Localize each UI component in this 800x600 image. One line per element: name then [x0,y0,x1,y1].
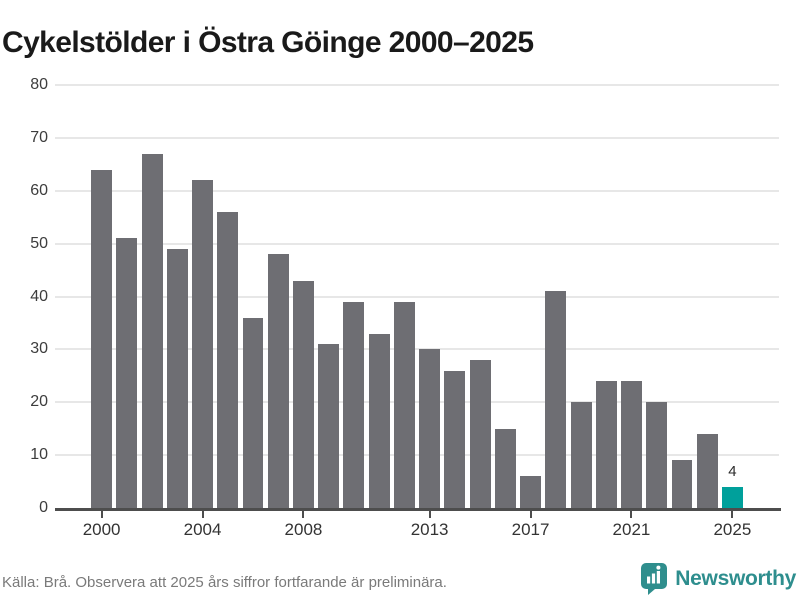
bar-slot-2002 [139,85,164,508]
x-tick-2000 [100,511,103,518]
bar-slot-2019 [568,85,593,508]
gridline-50 [55,242,779,245]
x-axis-label-2008: 2008 [284,520,323,539]
gridline-10 [55,454,779,457]
x-axis-label-2017: 2017 [511,520,550,539]
bar-slot-2013 [417,85,442,508]
bar-slot-2024 [695,85,720,508]
bar-slot-2021 [619,85,644,508]
bar-slot-2023 [669,85,694,508]
bar-slot-2010 [341,85,366,508]
x-tick-2021 [630,511,633,518]
gridline-40 [55,295,779,298]
y-axis-label-40: 40 [30,287,48,305]
bar-2022 [646,402,668,508]
bar-slot-2001 [114,85,139,508]
bar-2012 [393,301,415,508]
bar-slot-2006 [240,85,265,508]
bar-2014 [444,370,466,508]
bar-slot-2012 [392,85,417,508]
newsworthy-logo: Newsworthy [640,562,796,595]
bar-slot-2018 [543,85,568,508]
bar-2002 [141,153,163,508]
bar-2007 [267,254,289,508]
bar-chart: 4 [55,84,779,508]
x-axis-label-2013: 2013 [410,520,449,539]
bars-container: 4 [55,85,779,508]
y-axis-label-50: 50 [30,234,48,252]
y-axis-label-60: 60 [30,181,48,199]
gridline-20 [55,401,779,404]
bar-slot-2017 [518,85,543,508]
y-axis-label-80: 80 [30,76,48,93]
bar-2019 [570,402,592,508]
bar-2005 [217,211,239,508]
y-axis-label-0: 0 [39,499,48,516]
x-tick-2017 [529,511,532,518]
bar-slot-2008 [291,85,316,508]
x-axis-label-2025: 2025 [713,520,752,539]
x-tick-2008 [302,511,305,518]
bar-2023 [671,460,693,508]
x-axis-label-2000: 2000 [82,520,121,539]
bar-2015 [469,359,491,508]
bar-2017 [520,476,542,508]
bar-2011 [368,333,390,508]
bar-slot-2004 [190,85,215,508]
bar-2001 [116,238,138,508]
source-note: Källa: Brå. Observera att 2025 års siffr… [2,574,447,591]
bar-2016 [494,428,516,508]
bar-slot-2011 [367,85,392,508]
bar-value-label: 4 [728,462,737,480]
bar-2000 [91,169,113,508]
bar-2013 [419,349,441,508]
bar-slot-2015 [468,85,493,508]
x-tick-2004 [201,511,204,518]
gridline-80 [55,84,779,86]
bar-2024 [696,433,718,508]
bar-2004 [192,180,214,508]
bar-slot-2016 [493,85,518,508]
page-title: Cykelstölder i Östra Göinge 2000–2025 [2,26,534,60]
x-axis-label-2004: 2004 [183,520,222,539]
y-axis-label-70: 70 [30,128,48,146]
newsworthy-bubble-chart-icon [640,562,668,595]
bar-2010 [343,301,365,508]
newsworthy-wordmark: Newsworthy [675,566,796,590]
bar-2021 [621,381,642,508]
y-axis: 0 10 20 30 40 50 60 70 80 [6,76,48,516]
bar-slot-2020 [594,85,619,508]
bar-2009 [318,344,340,508]
bar-slot-2014 [442,85,467,508]
y-axis-label-20: 20 [30,393,48,411]
bar-slot-2022 [644,85,669,508]
bar-2025 [722,486,743,508]
x-tick-2025 [731,511,734,518]
bar-slot-2007 [266,85,291,508]
gridline-70 [55,136,779,139]
bar-2008 [293,280,314,508]
x-tick-2013 [428,511,431,518]
bar-2003 [166,248,188,508]
bar-2006 [242,317,264,508]
bar-slot-2025: 4 [720,85,745,508]
bar-2020 [595,381,617,508]
gridline-60 [55,189,779,192]
x-axis-line [55,508,781,511]
y-axis-label-10: 10 [30,446,48,464]
x-axis-label-2021: 2021 [612,520,651,539]
bar-slot-2003 [165,85,190,508]
bar-slot-2000 [89,85,114,508]
bar-slot-2009 [316,85,341,508]
y-axis-label-30: 30 [30,340,48,358]
bar-2018 [545,291,567,508]
gridline-30 [55,348,779,351]
bar-slot-2005 [215,85,240,508]
